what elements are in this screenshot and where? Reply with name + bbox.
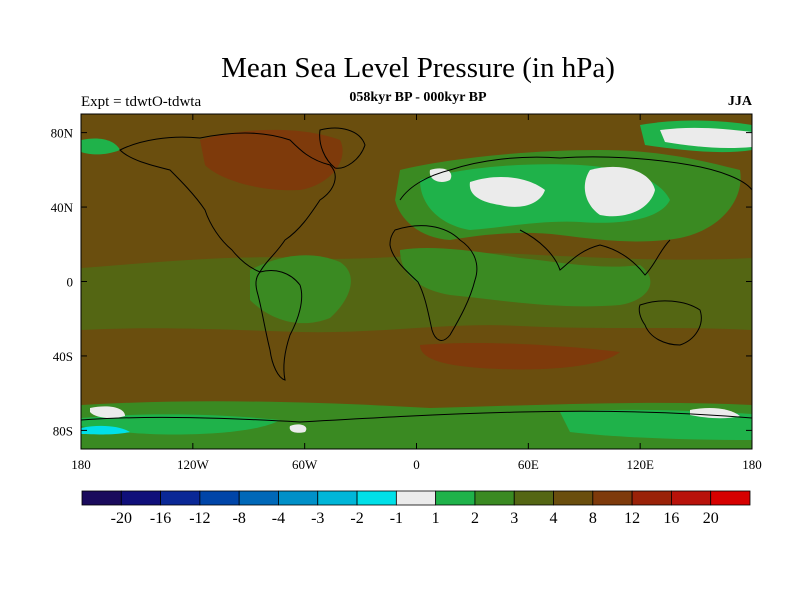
lat-tick-label: 80N: [51, 126, 74, 141]
colorbar-swatch: [238, 490, 279, 506]
map-title: Mean Sea Level Pressure (in hPa): [221, 52, 615, 84]
map-field: [81, 114, 752, 449]
colorbar-label: 3: [510, 510, 518, 527]
colorbar-label: -16: [150, 510, 171, 527]
lat-tick-label: 0: [67, 275, 74, 290]
colorbar-swatch: [513, 490, 554, 506]
lat-tick-label: 80S: [53, 423, 73, 438]
colorbar-swatch: [356, 490, 397, 506]
field-atlantic: [250, 255, 351, 324]
field-alaska-2: [81, 138, 120, 155]
colorbar-label: 12: [624, 510, 640, 527]
colorbar-label: -2: [350, 510, 363, 527]
colorbar-label: 20: [703, 510, 719, 527]
colorbar-label: -8: [233, 510, 246, 527]
coast-africa: [389, 225, 478, 341]
colorbar-label: 16: [663, 510, 679, 527]
colorbar-label: 4: [550, 510, 558, 527]
lon-tick-label: 120E: [626, 457, 654, 472]
coast-antarctica: [81, 410, 752, 423]
lon-tick-label: 120W: [177, 457, 210, 472]
map-subtitle: 058kyr BP - 000kyr BP: [349, 90, 487, 105]
field-africa-indian: [400, 247, 651, 307]
colorbar-swatch: [395, 490, 437, 506]
colorbar-swatch: [317, 490, 358, 506]
colorbar-swatch: [631, 490, 672, 506]
lon-tick-label: 180: [71, 457, 91, 472]
colorbar-label: -3: [311, 510, 324, 527]
coast-south-america: [255, 270, 303, 381]
season-label: JJA: [727, 94, 752, 109]
colorbar-label: 8: [589, 510, 597, 527]
colorbar-swatch: [278, 490, 319, 506]
field-southern-ocean: [81, 330, 752, 401]
field-europe-1: [469, 176, 545, 207]
longitude-axis: 180 120W 60W 0 60E 120E 180: [71, 114, 762, 472]
colorbar-swatch: [160, 490, 201, 506]
latitude-axis: 80N 40N 0 40S 80S: [51, 126, 752, 438]
colorbar-swatch: [671, 490, 712, 506]
colorbar-swatch: [710, 490, 751, 506]
experiment-label: Expt = tdwtO-tdwta: [81, 94, 202, 110]
lon-tick-label: 60W: [292, 457, 318, 472]
colorbar-label: -20: [111, 510, 132, 527]
colorbar: -20 -16 -12 -8 -4 -3 -2 -1 1 2 3 4 8 12 16 20: [81, 490, 751, 527]
colorbar-swatch: [199, 490, 240, 506]
colorbar-swatch: [81, 490, 122, 506]
colorbar-swatch: [553, 490, 594, 506]
lon-tick-label: 60E: [518, 457, 539, 472]
colorbar-swatch: [592, 490, 633, 506]
coast-north-america: [119, 132, 336, 273]
lat-tick-label: 40S: [53, 349, 73, 364]
coastlines: [81, 127, 752, 423]
field-arctic-1: [660, 127, 752, 149]
field-ross-neg1: [81, 425, 130, 435]
colorbar-label: -12: [189, 510, 210, 527]
coast-australia: [638, 300, 702, 346]
lat-tick-label: 40N: [51, 200, 74, 215]
colorbar-label: 2: [471, 510, 479, 527]
colorbar-label: 1: [432, 510, 440, 527]
field-south-indian-8: [420, 342, 620, 370]
field-north-america-8: [200, 129, 343, 191]
coast-greenland: [319, 127, 366, 169]
field-antarctic-2: [81, 414, 280, 435]
field-weddell-1: [289, 424, 307, 433]
field-ross-1: [90, 406, 125, 419]
colorbar-swatch: [474, 490, 515, 506]
field-scandinavia-1: [429, 168, 452, 182]
field-asia-1: [584, 166, 655, 217]
colorbar-swatch: [435, 490, 476, 506]
colorbar-label: -1: [390, 510, 403, 527]
coast-eurasia: [399, 156, 752, 276]
lon-tick-label: 0: [413, 457, 420, 472]
colorbar-label: -4: [272, 510, 285, 527]
field-antarctic-2-east: [560, 409, 752, 440]
lon-tick-label: 180: [742, 457, 762, 472]
colorbar-swatch: [120, 490, 161, 506]
